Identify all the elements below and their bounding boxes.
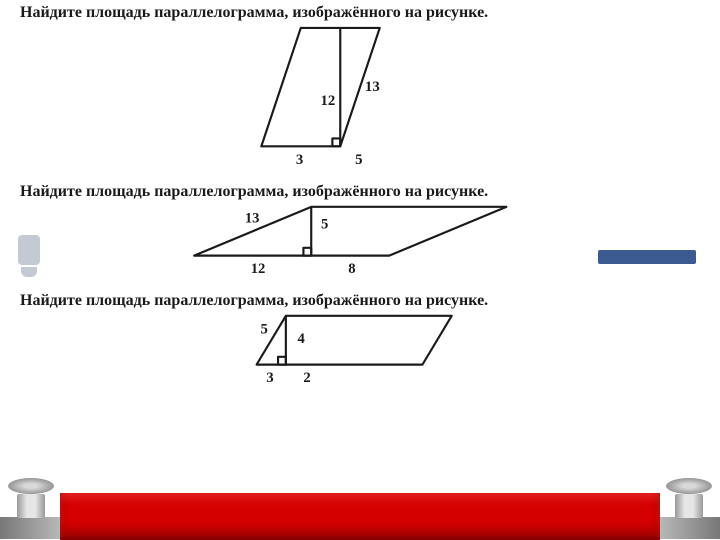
task-2-figure: 13 5 12 8 [20,201,700,286]
label-base1: 3 [266,370,273,386]
task-1-figure: 12 13 3 5 [20,22,700,177]
task-3: Найдите площадь параллелограмма, изображ… [0,288,720,397]
label-height: 5 [321,216,328,232]
label-base2: 2 [303,370,310,386]
label-height: 4 [298,331,306,347]
pillar-right [666,478,712,518]
task-2: Найдите площадь параллелограмма, изображ… [0,179,720,288]
label-base2: 5 [355,152,362,168]
label-side: 5 [260,321,267,337]
label-height: 12 [321,93,336,109]
label-base2: 8 [348,261,355,277]
task-3-text: Найдите площадь параллелограмма, изображ… [20,292,700,310]
pillar-left [8,478,54,518]
task-2-text: Найдите площадь параллелограмма, изображ… [20,183,700,201]
label-base1: 12 [251,261,266,277]
label-side: 13 [365,79,380,95]
label-base1: 3 [296,152,303,168]
accent-bar [598,250,696,264]
task-1-text: Найдите площадь параллелограмма, изображ… [20,4,700,22]
task-3-figure: 5 4 3 2 [20,310,700,395]
slide: { "tasks": [ { "text": "Найдите площадь … [0,0,720,540]
label-side: 13 [245,210,260,226]
task-1: Найдите площадь параллелограмма, изображ… [0,0,720,179]
footer-decor [0,492,720,540]
page-number-decor [18,235,40,265]
red-carpet [60,490,660,540]
